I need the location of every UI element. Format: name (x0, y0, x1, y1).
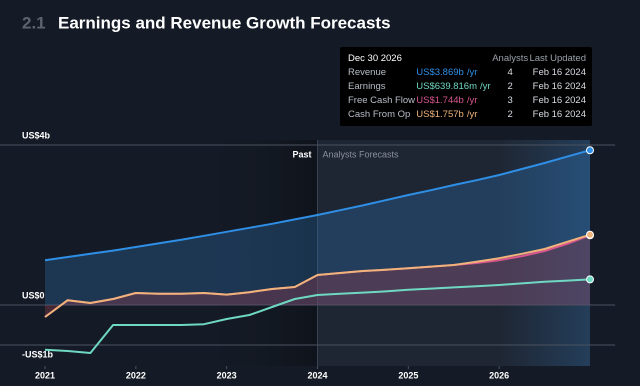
tooltip-updated: Feb 16 2024 (532, 66, 586, 78)
tooltip-series-name: Cash From Op (348, 108, 411, 120)
tooltip-series-name: Earnings (348, 80, 386, 92)
tooltip-value-cell: US$1.744b/yr (416, 93, 492, 107)
tooltip-header-cell: Analysts (492, 52, 529, 64)
tooltip-value: US$1.744b (416, 94, 464, 106)
section-number: 2.1 (22, 13, 46, 32)
tooltip-updated: Feb 16 2024 (532, 80, 586, 92)
series-line (44, 278, 591, 354)
end-point (586, 146, 594, 155)
tooltip-series-name: Revenue (348, 66, 387, 78)
chart-title: Earnings and Revenue Growth Forecasts (58, 13, 391, 32)
tooltip-series-name: Free Cash Flow (348, 94, 416, 106)
tooltip-value-cell: US$1.757b/yr (416, 107, 492, 121)
tooltip-row: Cash From Op US$1.757b/yr 2 Feb 16 2024 (348, 107, 586, 121)
tooltip-analysts: 4 (507, 66, 513, 78)
x-tick-label: 2023 (217, 370, 237, 380)
series-area (45, 150, 590, 305)
tooltip-unit: /yr (466, 94, 478, 106)
forecast-label: Analysts Forecasts (323, 149, 400, 159)
x-tick-label: 2024 (307, 370, 327, 380)
tooltip-header-cell: Last Updated (529, 52, 586, 64)
tooltip-header: Dec 30 2026 Analysts Last Updated (348, 51, 586, 65)
tooltip-date: Dec 30 2026 (348, 52, 402, 64)
end-point (586, 230, 594, 239)
tooltip-body: Dec 30 2026 Analysts Last Updated Revenu… (348, 51, 586, 121)
tooltip-updated: Feb 16 2024 (532, 94, 586, 106)
tooltip-unit: /yr (466, 108, 478, 120)
past-label: Past (292, 149, 311, 159)
x-tick-label: 2026 (489, 370, 509, 380)
tooltip-value-cell: US$3.869b/yr (416, 65, 492, 79)
tooltip-row: Earnings US$639.816m/yr 2 Feb 16 2024 (348, 79, 586, 93)
tooltip-analysts: 2 (507, 108, 513, 120)
end-point (586, 275, 594, 284)
tooltip-analysts: 2 (507, 80, 513, 92)
x-tick-label: 2021 (35, 370, 55, 380)
tooltip-value-cell: US$639.816m/yr (416, 79, 492, 93)
tooltip-unit: /yr (466, 66, 478, 78)
tooltip-table: Dec 30 2026 Analysts Last Updated Revenu… (348, 51, 586, 121)
x-tick-label: 2025 (398, 370, 418, 380)
tooltip-updated: Feb 16 2024 (532, 108, 586, 120)
tooltip-row: Free Cash Flow US$1.744b/yr 3 Feb 16 2024 (348, 93, 586, 107)
tooltip-value: US$1.757b (416, 108, 464, 120)
tooltip-row: Revenue US$3.869b/yr 4 Feb 16 2024 (348, 65, 586, 79)
series-line (44, 149, 591, 262)
forecast-end-shade (499, 140, 590, 366)
past-shade (190, 140, 318, 366)
tooltip: Dec 30 2026 Analysts Last Updated Revenu… (340, 47, 592, 126)
y-tick-label: -US$1b (22, 349, 54, 359)
tooltip-analysts: 3 (507, 94, 513, 106)
x-tick-label: 2022 (126, 370, 146, 380)
tooltip-value: US$3.869b (416, 66, 464, 78)
background (190, 140, 590, 366)
series-line (44, 233, 591, 318)
tooltip-value: US$639.816m (416, 80, 477, 92)
tooltip-unit: /yr (480, 80, 491, 92)
y-tick-label: US$4b (22, 130, 51, 140)
y-tick-label: US$0 (22, 290, 45, 300)
